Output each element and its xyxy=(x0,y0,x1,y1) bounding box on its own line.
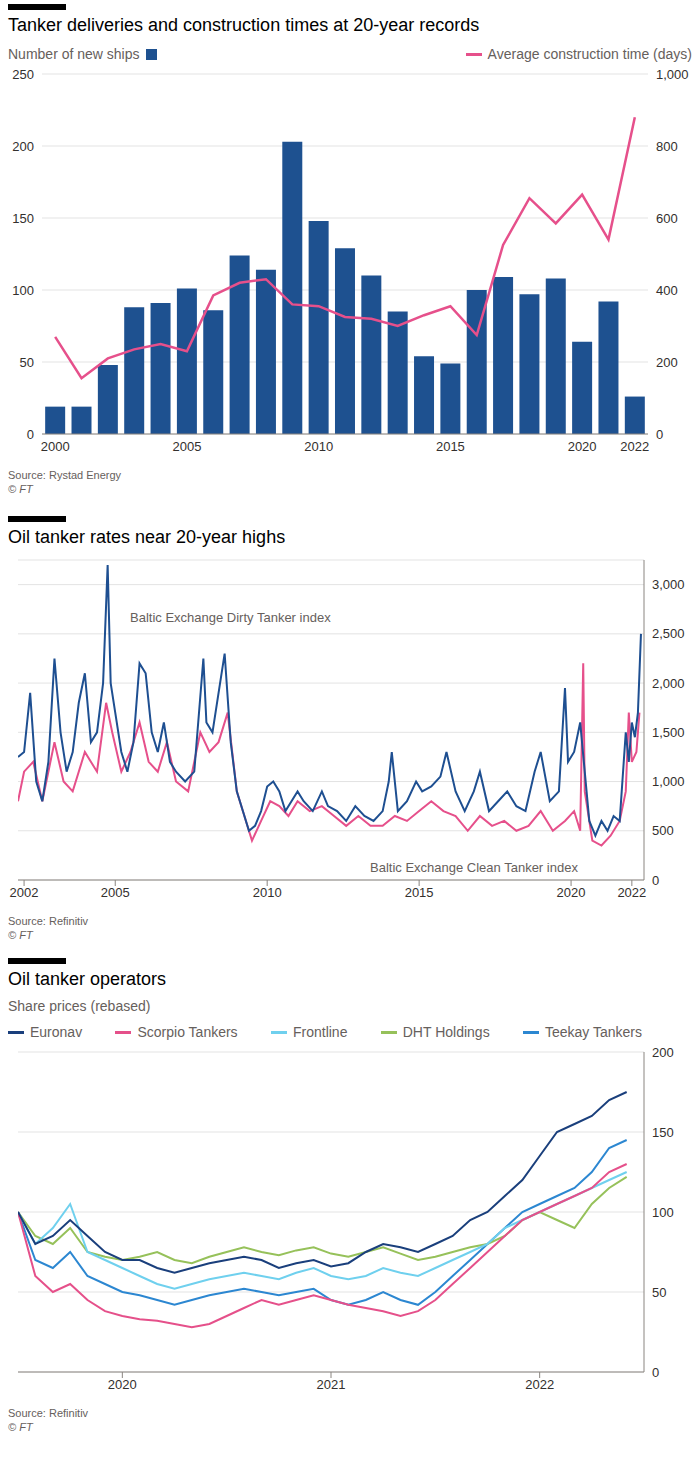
svg-text:2010: 2010 xyxy=(304,439,333,454)
svg-text:2020: 2020 xyxy=(108,1377,137,1392)
svg-text:2,500: 2,500 xyxy=(652,626,685,641)
html-text:Average construction time (day: Average construction time (days) xyxy=(487,46,692,62)
svg-text:2021: 2021 xyxy=(317,1377,346,1392)
svg-text:600: 600 xyxy=(656,211,678,226)
svg-text:200: 200 xyxy=(12,139,34,154)
svg-text:400: 400 xyxy=(656,283,678,298)
html-text:Number of new ships: Number of new ships xyxy=(8,46,140,62)
html-text:© FT: © FT xyxy=(8,929,33,941)
html-text:Baltic Exchange Dirty Tanker i: Baltic Exchange Dirty Tanker index xyxy=(130,610,331,625)
html-text:Scorpio Tankers: Scorpio Tankers xyxy=(137,1024,238,1040)
html-text:Frontline: Frontline xyxy=(293,1024,348,1040)
html-text:Baltic Exchange Clean Tanker i: Baltic Exchange Clean Tanker index xyxy=(370,860,578,875)
svg-text:2022: 2022 xyxy=(617,885,646,900)
svg-text:200: 200 xyxy=(656,355,678,370)
svg-text:2010: 2010 xyxy=(253,885,282,900)
svg-text:2020: 2020 xyxy=(557,885,586,900)
svg-text:500: 500 xyxy=(652,823,674,838)
svg-text:1,000: 1,000 xyxy=(652,774,685,789)
svg-text:200: 200 xyxy=(652,1045,674,1060)
html-text:© FT: © FT xyxy=(8,1421,33,1433)
svg-text:2002: 2002 xyxy=(10,885,39,900)
svg-text:3,000: 3,000 xyxy=(652,577,685,592)
html-text:Source: Refinitiv: Source: Refinitiv xyxy=(8,915,89,927)
svg-text:50: 50 xyxy=(652,1285,666,1300)
svg-text:100: 100 xyxy=(652,1205,674,1220)
html-text:Share prices (rebased): Share prices (rebased) xyxy=(8,998,151,1014)
svg-text:0: 0 xyxy=(27,427,34,442)
svg-text:2015: 2015 xyxy=(436,439,465,454)
html-text:DHT Holdings: DHT Holdings xyxy=(402,1024,490,1040)
svg-text:0: 0 xyxy=(652,1365,659,1380)
svg-text:1,500: 1,500 xyxy=(652,725,685,740)
svg-text:2005: 2005 xyxy=(101,885,130,900)
svg-text:2022: 2022 xyxy=(525,1377,554,1392)
svg-text:2000: 2000 xyxy=(41,439,70,454)
html-text:Source: Rystad Energy: Source: Rystad Energy xyxy=(8,469,122,481)
svg-text:2022: 2022 xyxy=(620,439,649,454)
svg-text:150: 150 xyxy=(12,211,34,226)
svg-text:50: 50 xyxy=(20,355,34,370)
svg-text:0: 0 xyxy=(656,427,663,442)
svg-text:0: 0 xyxy=(652,873,659,888)
html-text:Euronav: Euronav xyxy=(30,1024,83,1040)
svg-text:2015: 2015 xyxy=(405,885,434,900)
html-text:Oil tanker operators: Oil tanker operators xyxy=(8,969,167,989)
html-text:Tanker deliveries and construc: Tanker deliveries and construction times… xyxy=(8,15,480,35)
svg-text:800: 800 xyxy=(656,139,678,154)
svg-text:250: 250 xyxy=(12,67,34,82)
html-text:Oil tanker rates near 20-year: Oil tanker rates near 20-year highs xyxy=(8,527,286,547)
html-text:Source: Refinitiv: Source: Refinitiv xyxy=(8,1407,89,1419)
svg-text:1,000: 1,000 xyxy=(656,67,689,82)
svg-text:150: 150 xyxy=(652,1125,674,1140)
html-text:Teekay Tankers: Teekay Tankers xyxy=(545,1024,642,1040)
svg-text:100: 100 xyxy=(12,283,34,298)
html-text:© FT: © FT xyxy=(8,483,33,495)
svg-text:2,000: 2,000 xyxy=(652,676,685,691)
svg-text:2005: 2005 xyxy=(172,439,201,454)
svg-text:2020: 2020 xyxy=(568,439,597,454)
